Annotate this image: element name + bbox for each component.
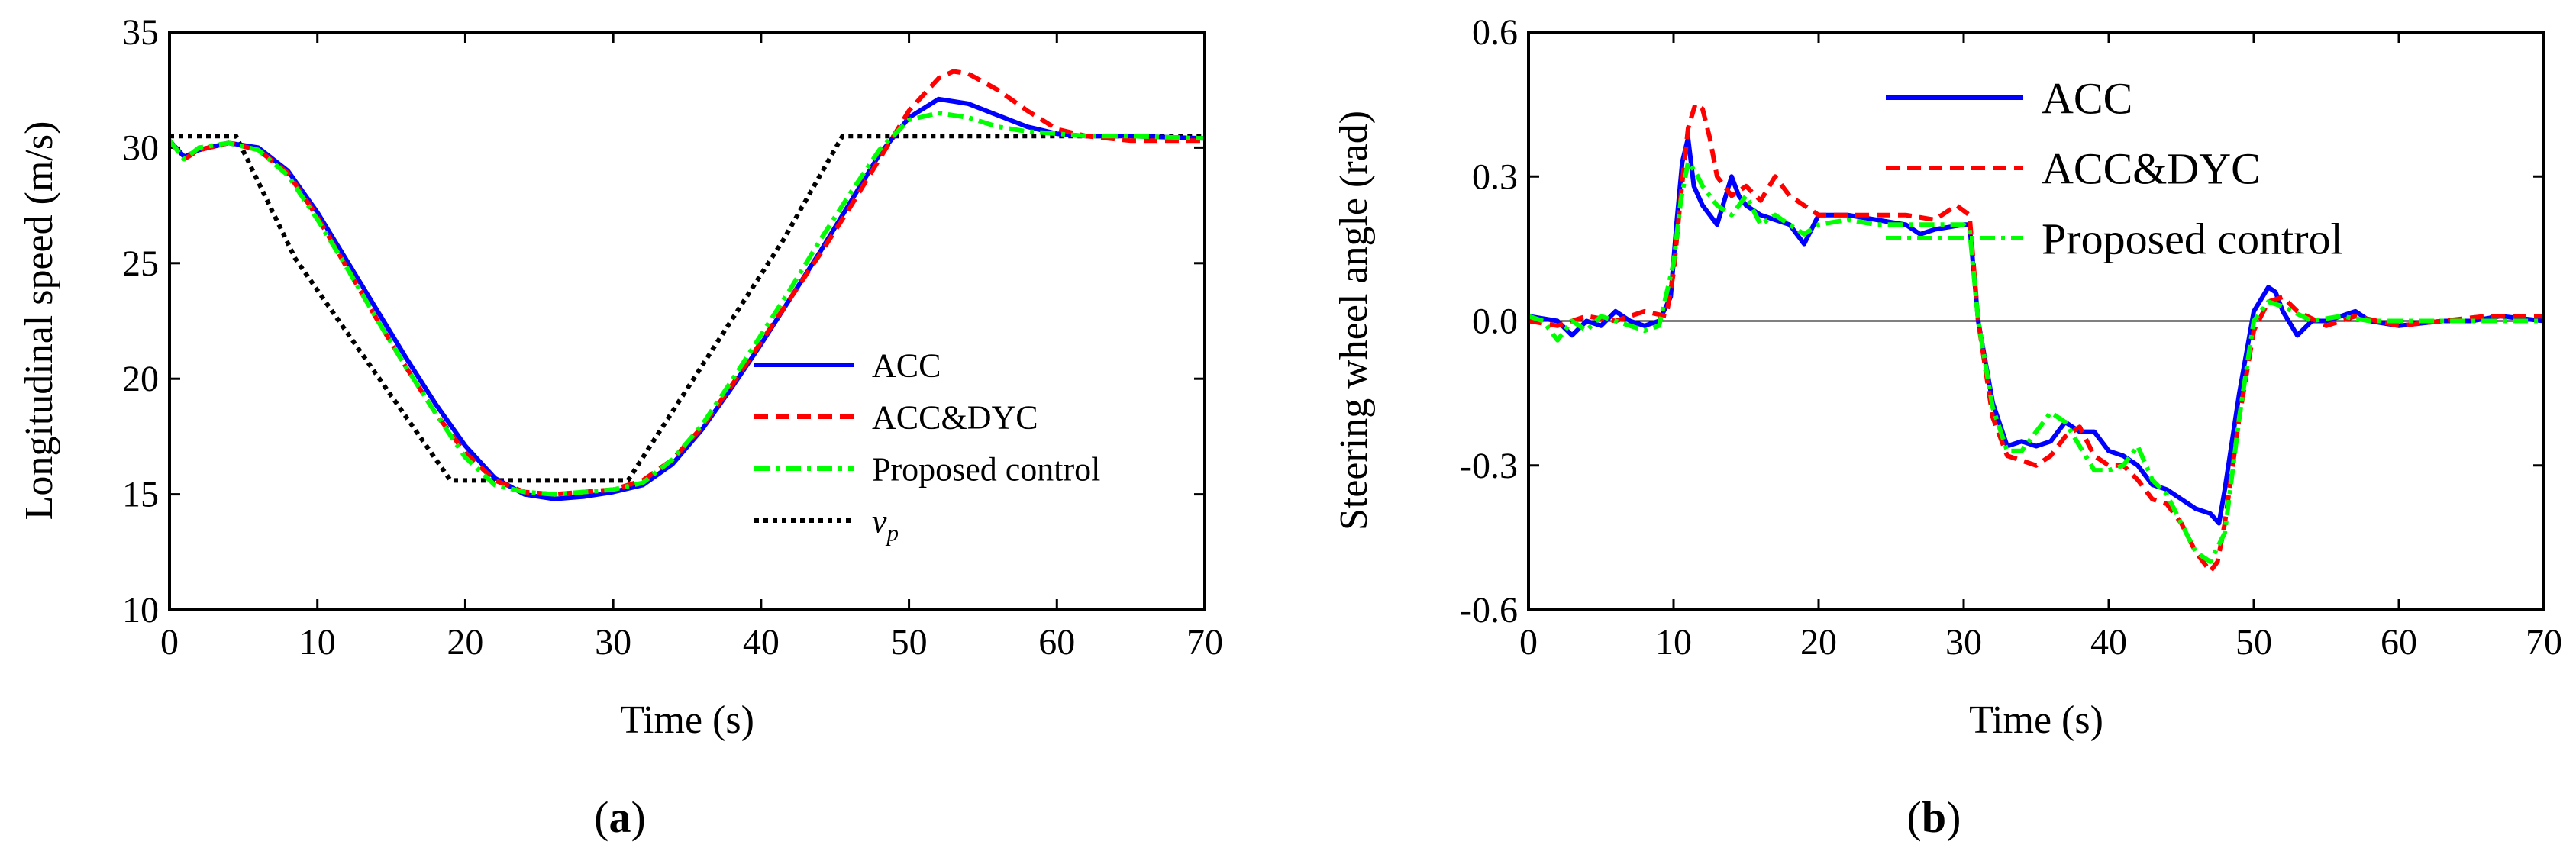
legend-label-acc-and-dyc: ACC&DYC bbox=[872, 398, 1038, 436]
chart-b-x-tick-labels: 0 10 20 30 40 50 60 70 bbox=[1519, 622, 2562, 663]
y-tick-label: 15 bbox=[122, 475, 159, 515]
y-tick-label: -0.3 bbox=[1460, 446, 1518, 486]
chart-a-legend: ACC ACC&DYC Proposed control vp bbox=[754, 347, 1100, 546]
y-tick-label: 30 bbox=[122, 127, 159, 168]
x-tick-label: 50 bbox=[891, 622, 928, 663]
y-tick-label: 25 bbox=[122, 243, 159, 284]
legend-label-acc: ACC bbox=[2042, 73, 2132, 123]
y-tick-label: 0.6 bbox=[1472, 12, 1518, 53]
legend-label-proposed-control: Proposed control bbox=[2042, 214, 2343, 263]
chart-b-y-axis-label: Steering wheel angle (rad) bbox=[1332, 111, 1376, 530]
chart-a-series bbox=[169, 69, 1205, 501]
x-tick-label: 0 bbox=[160, 622, 179, 663]
x-tick-label: 20 bbox=[1800, 622, 1837, 663]
series-line-proposed-control bbox=[1528, 160, 2544, 564]
y-tick-label: 10 bbox=[122, 590, 159, 630]
chart-a-frame bbox=[168, 31, 1206, 611]
x-tick-label: 70 bbox=[1186, 622, 1223, 663]
y-tick-label: -0.6 bbox=[1460, 590, 1518, 630]
y-tick-label: 0.3 bbox=[1472, 156, 1518, 197]
chart-a-x-tick-labels: 0 10 20 30 40 50 60 70 bbox=[160, 622, 1223, 663]
x-tick-label: 10 bbox=[299, 622, 336, 663]
y-tick-label: 20 bbox=[122, 359, 159, 399]
series-line-proposed-control bbox=[169, 111, 1205, 497]
x-tick-label: 40 bbox=[2090, 622, 2127, 663]
panel-b-caption: (b) bbox=[1907, 792, 1961, 842]
y-tick-label: 35 bbox=[122, 12, 159, 53]
chart-b-x-axis-label: Time (s) bbox=[1969, 698, 2103, 742]
x-tick-label: 60 bbox=[1038, 622, 1075, 663]
chart-b-y-tick-labels: -0.6 -0.3 0.0 0.3 0.6 bbox=[1460, 12, 1518, 630]
x-tick-label: 20 bbox=[447, 622, 483, 663]
chart-b-frame bbox=[1527, 31, 2545, 611]
series-line-acc-and-dyc bbox=[169, 69, 1205, 497]
legend-label-v-p: vp bbox=[872, 502, 899, 546]
chart-a-ticks bbox=[168, 31, 1206, 611]
chart-a-y-tick-labels: 10 15 20 25 30 35 bbox=[122, 12, 159, 630]
x-tick-label: 70 bbox=[2526, 622, 2562, 663]
legend-label-proposed-control: Proposed control bbox=[872, 450, 1100, 488]
panel-a-caption: (a) bbox=[594, 792, 646, 842]
x-tick-label: 60 bbox=[2381, 622, 2417, 663]
x-tick-label: 30 bbox=[1945, 622, 1982, 663]
x-tick-label: 40 bbox=[743, 622, 780, 663]
x-tick-label: 10 bbox=[1655, 622, 1692, 663]
chart-a-x-axis-label: Time (s) bbox=[620, 698, 754, 742]
x-tick-label: 0 bbox=[1519, 622, 1538, 663]
series-line-acc-and-dyc bbox=[1528, 102, 2544, 574]
chart-a-y-axis-label: Longitudinal speed (m/s) bbox=[18, 121, 61, 521]
legend-label-acc-and-dyc: ACC&DYC bbox=[2042, 144, 2261, 193]
legend-label-acc: ACC bbox=[872, 347, 941, 384]
series-line-v-p bbox=[169, 134, 1205, 483]
chart-b: 0 10 20 30 40 50 60 70 -0.6 -0.3 0.0 0.3 0.6 Time (… bbox=[1332, 12, 2562, 742]
chart-b-series bbox=[1528, 102, 2544, 574]
chart-b-legend: ACC ACC&DYC Proposed control bbox=[1886, 73, 2343, 263]
y-tick-label: 0.0 bbox=[1472, 302, 1518, 342]
x-tick-label: 30 bbox=[595, 622, 631, 663]
x-tick-label: 50 bbox=[2235, 622, 2272, 663]
